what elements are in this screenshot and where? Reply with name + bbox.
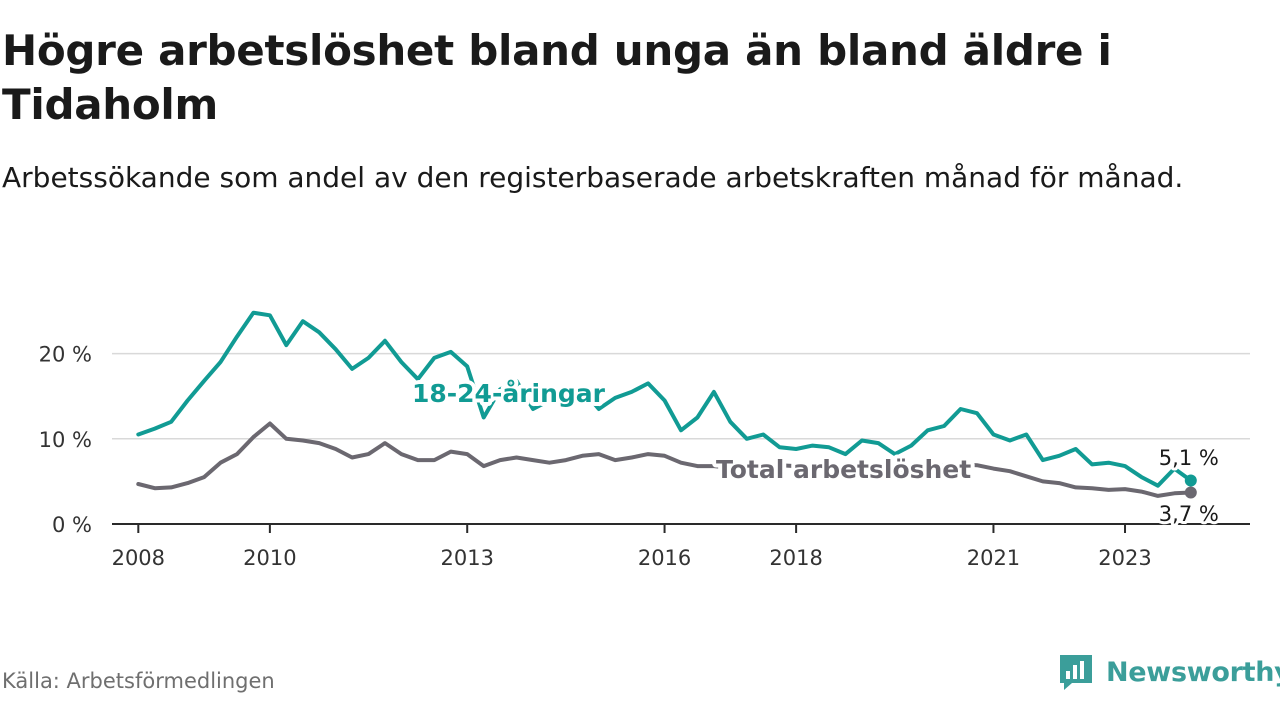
series-labels: 18-24-åringar Total arbetslöshet 5,1 % 3,7 …	[408, 375, 1222, 529]
x-tick-label: 2008	[112, 546, 165, 570]
y-tick-label: 20 %	[39, 343, 92, 367]
y-tick-label: 0 %	[52, 513, 92, 537]
chart-title: Högre arbetslöshet bland unga än bland ä…	[2, 26, 1112, 129]
axes: 0 % 10 % 20 % 2008 2010 2013 2016 2018 2021 2023	[39, 343, 1250, 570]
series-label-youth: 18-24-åringar	[412, 379, 606, 408]
series-line-total	[136, 421, 1193, 498]
x-tick-label: 2010	[243, 546, 296, 570]
x-tick-label: 2023	[1098, 546, 1151, 570]
series-line-youth	[136, 310, 1193, 488]
end-value-label-total: 3,7 %	[1159, 502, 1219, 526]
y-tick-label: 10 %	[39, 428, 92, 452]
newsworthy-logo[interactable]: Newsworthy	[1058, 652, 1280, 692]
end-value-label-youth: 5,1 %	[1159, 446, 1219, 470]
end-marker-youth	[1184, 474, 1197, 487]
x-tick-label: 2016	[638, 546, 691, 570]
x-tick-label: 2021	[967, 546, 1020, 570]
x-tick-label: 2013	[440, 546, 493, 570]
series-label-total: Total arbetslöshet	[716, 455, 971, 484]
x-tick-label: 2018	[769, 546, 822, 570]
newsworthy-logo-text: Newsworthy	[1106, 656, 1280, 688]
source-note: Källa: Arbetsförmedlingen	[2, 669, 275, 693]
series-lines	[136, 310, 1197, 499]
gridlines	[112, 352, 1250, 440]
newsworthy-logo-icon	[1060, 655, 1092, 690]
chart-subtitle: Arbetssökande som andel av den registerb…	[2, 161, 1184, 194]
end-marker-total	[1184, 486, 1197, 499]
